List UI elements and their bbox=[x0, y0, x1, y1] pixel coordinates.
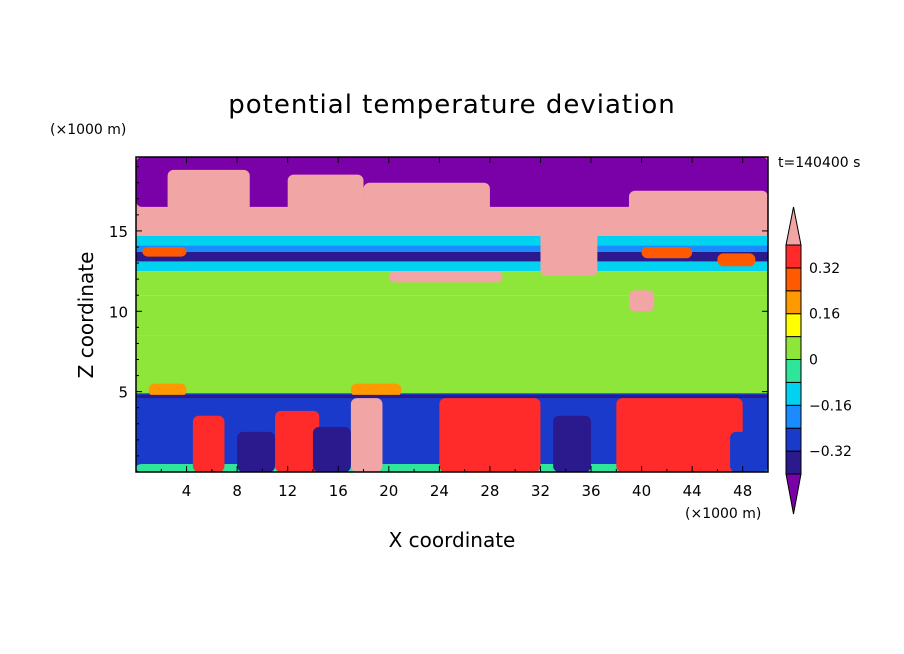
colorbar-segment bbox=[785, 427, 802, 452]
x-axis-label: X coordinate bbox=[389, 528, 516, 552]
x-tick-label: 16 bbox=[329, 482, 348, 500]
contour-region bbox=[237, 431, 276, 472]
colorbar-segment bbox=[785, 290, 802, 315]
contour-region bbox=[616, 398, 743, 472]
x-tick-label: 32 bbox=[531, 482, 550, 500]
colorbar-tick-label: −0.32 bbox=[809, 444, 852, 460]
y-tick-label: 15 bbox=[109, 223, 128, 241]
contour-region bbox=[628, 290, 655, 312]
contour-region bbox=[388, 271, 503, 283]
colorbar-tick-label: 0.32 bbox=[809, 261, 840, 277]
contour-layer bbox=[136, 251, 768, 262]
x-tick-label: 28 bbox=[480, 482, 499, 500]
contour-region bbox=[350, 383, 402, 397]
contour-region bbox=[439, 398, 541, 472]
contour-layer bbox=[136, 261, 768, 272]
colorbar-max-arrow bbox=[785, 206, 802, 246]
x-tick-label: 20 bbox=[379, 482, 398, 500]
contour-region bbox=[553, 415, 592, 472]
y-tick-label: 10 bbox=[109, 303, 128, 321]
contour-region bbox=[717, 253, 756, 267]
colorbar-min-arrow bbox=[785, 473, 802, 515]
x-axis: 4 8 12 16 20 24 28 32 36 40 44 48 bbox=[160, 157, 769, 500]
colorbar-segment bbox=[785, 381, 802, 406]
contour-layer bbox=[136, 295, 768, 336]
colorbar-segment bbox=[785, 267, 802, 292]
contour-region bbox=[730, 431, 768, 472]
plot-area bbox=[135, 156, 769, 473]
colorbar-tick-label: −0.16 bbox=[809, 398, 852, 414]
contour-region bbox=[148, 383, 187, 397]
x-tick-label: 44 bbox=[683, 482, 702, 500]
colorbar-segment bbox=[785, 336, 802, 361]
colorbar-segment bbox=[785, 244, 802, 269]
colorbar-tick-label: 0 bbox=[809, 353, 818, 369]
x-tick-label: 40 bbox=[632, 482, 651, 500]
contour-region bbox=[287, 174, 364, 227]
colorbar-segment bbox=[785, 359, 802, 383]
x-unit-label: (×1000 m) bbox=[685, 506, 761, 522]
contour-layer bbox=[136, 235, 768, 246]
x-tick-label: 36 bbox=[581, 482, 600, 500]
contour-region bbox=[312, 427, 351, 472]
colorbar: 0.32 0.16 0 −0.16 −0.32 bbox=[785, 206, 852, 515]
x-tick-label: 8 bbox=[232, 482, 242, 500]
contour-layer bbox=[136, 335, 768, 394]
contour-region bbox=[540, 227, 598, 276]
colorbar-segment bbox=[785, 404, 802, 429]
colorbar-tick-label: 0.16 bbox=[809, 307, 840, 323]
contour-region bbox=[192, 415, 225, 472]
contour-region bbox=[628, 190, 768, 235]
y-axis-label: Z coordinate bbox=[74, 252, 98, 379]
chart-title: potential temperature deviation bbox=[228, 90, 675, 120]
contour-layer bbox=[136, 245, 768, 252]
y-tick-label: 5 bbox=[118, 384, 128, 402]
y-axis: 5 10 15 bbox=[109, 166, 768, 457]
colorbar-segment bbox=[785, 450, 802, 475]
contour-region bbox=[275, 410, 320, 472]
contour-region bbox=[641, 247, 693, 259]
x-tick-label: 12 bbox=[278, 482, 297, 500]
time-label: t=140400 s bbox=[778, 155, 860, 171]
contour-region bbox=[167, 169, 250, 212]
x-tick-label: 24 bbox=[430, 482, 449, 500]
x-tick-label: 48 bbox=[733, 482, 752, 500]
colorbar-segment bbox=[785, 313, 802, 338]
x-tick-label: 4 bbox=[182, 482, 192, 500]
contour-region bbox=[142, 247, 187, 257]
plot-frame bbox=[135, 156, 769, 473]
contour-region bbox=[363, 182, 490, 222]
contour-region bbox=[136, 394, 768, 399]
y-unit-label: (×1000 m) bbox=[50, 122, 126, 138]
contour-region bbox=[350, 398, 383, 472]
